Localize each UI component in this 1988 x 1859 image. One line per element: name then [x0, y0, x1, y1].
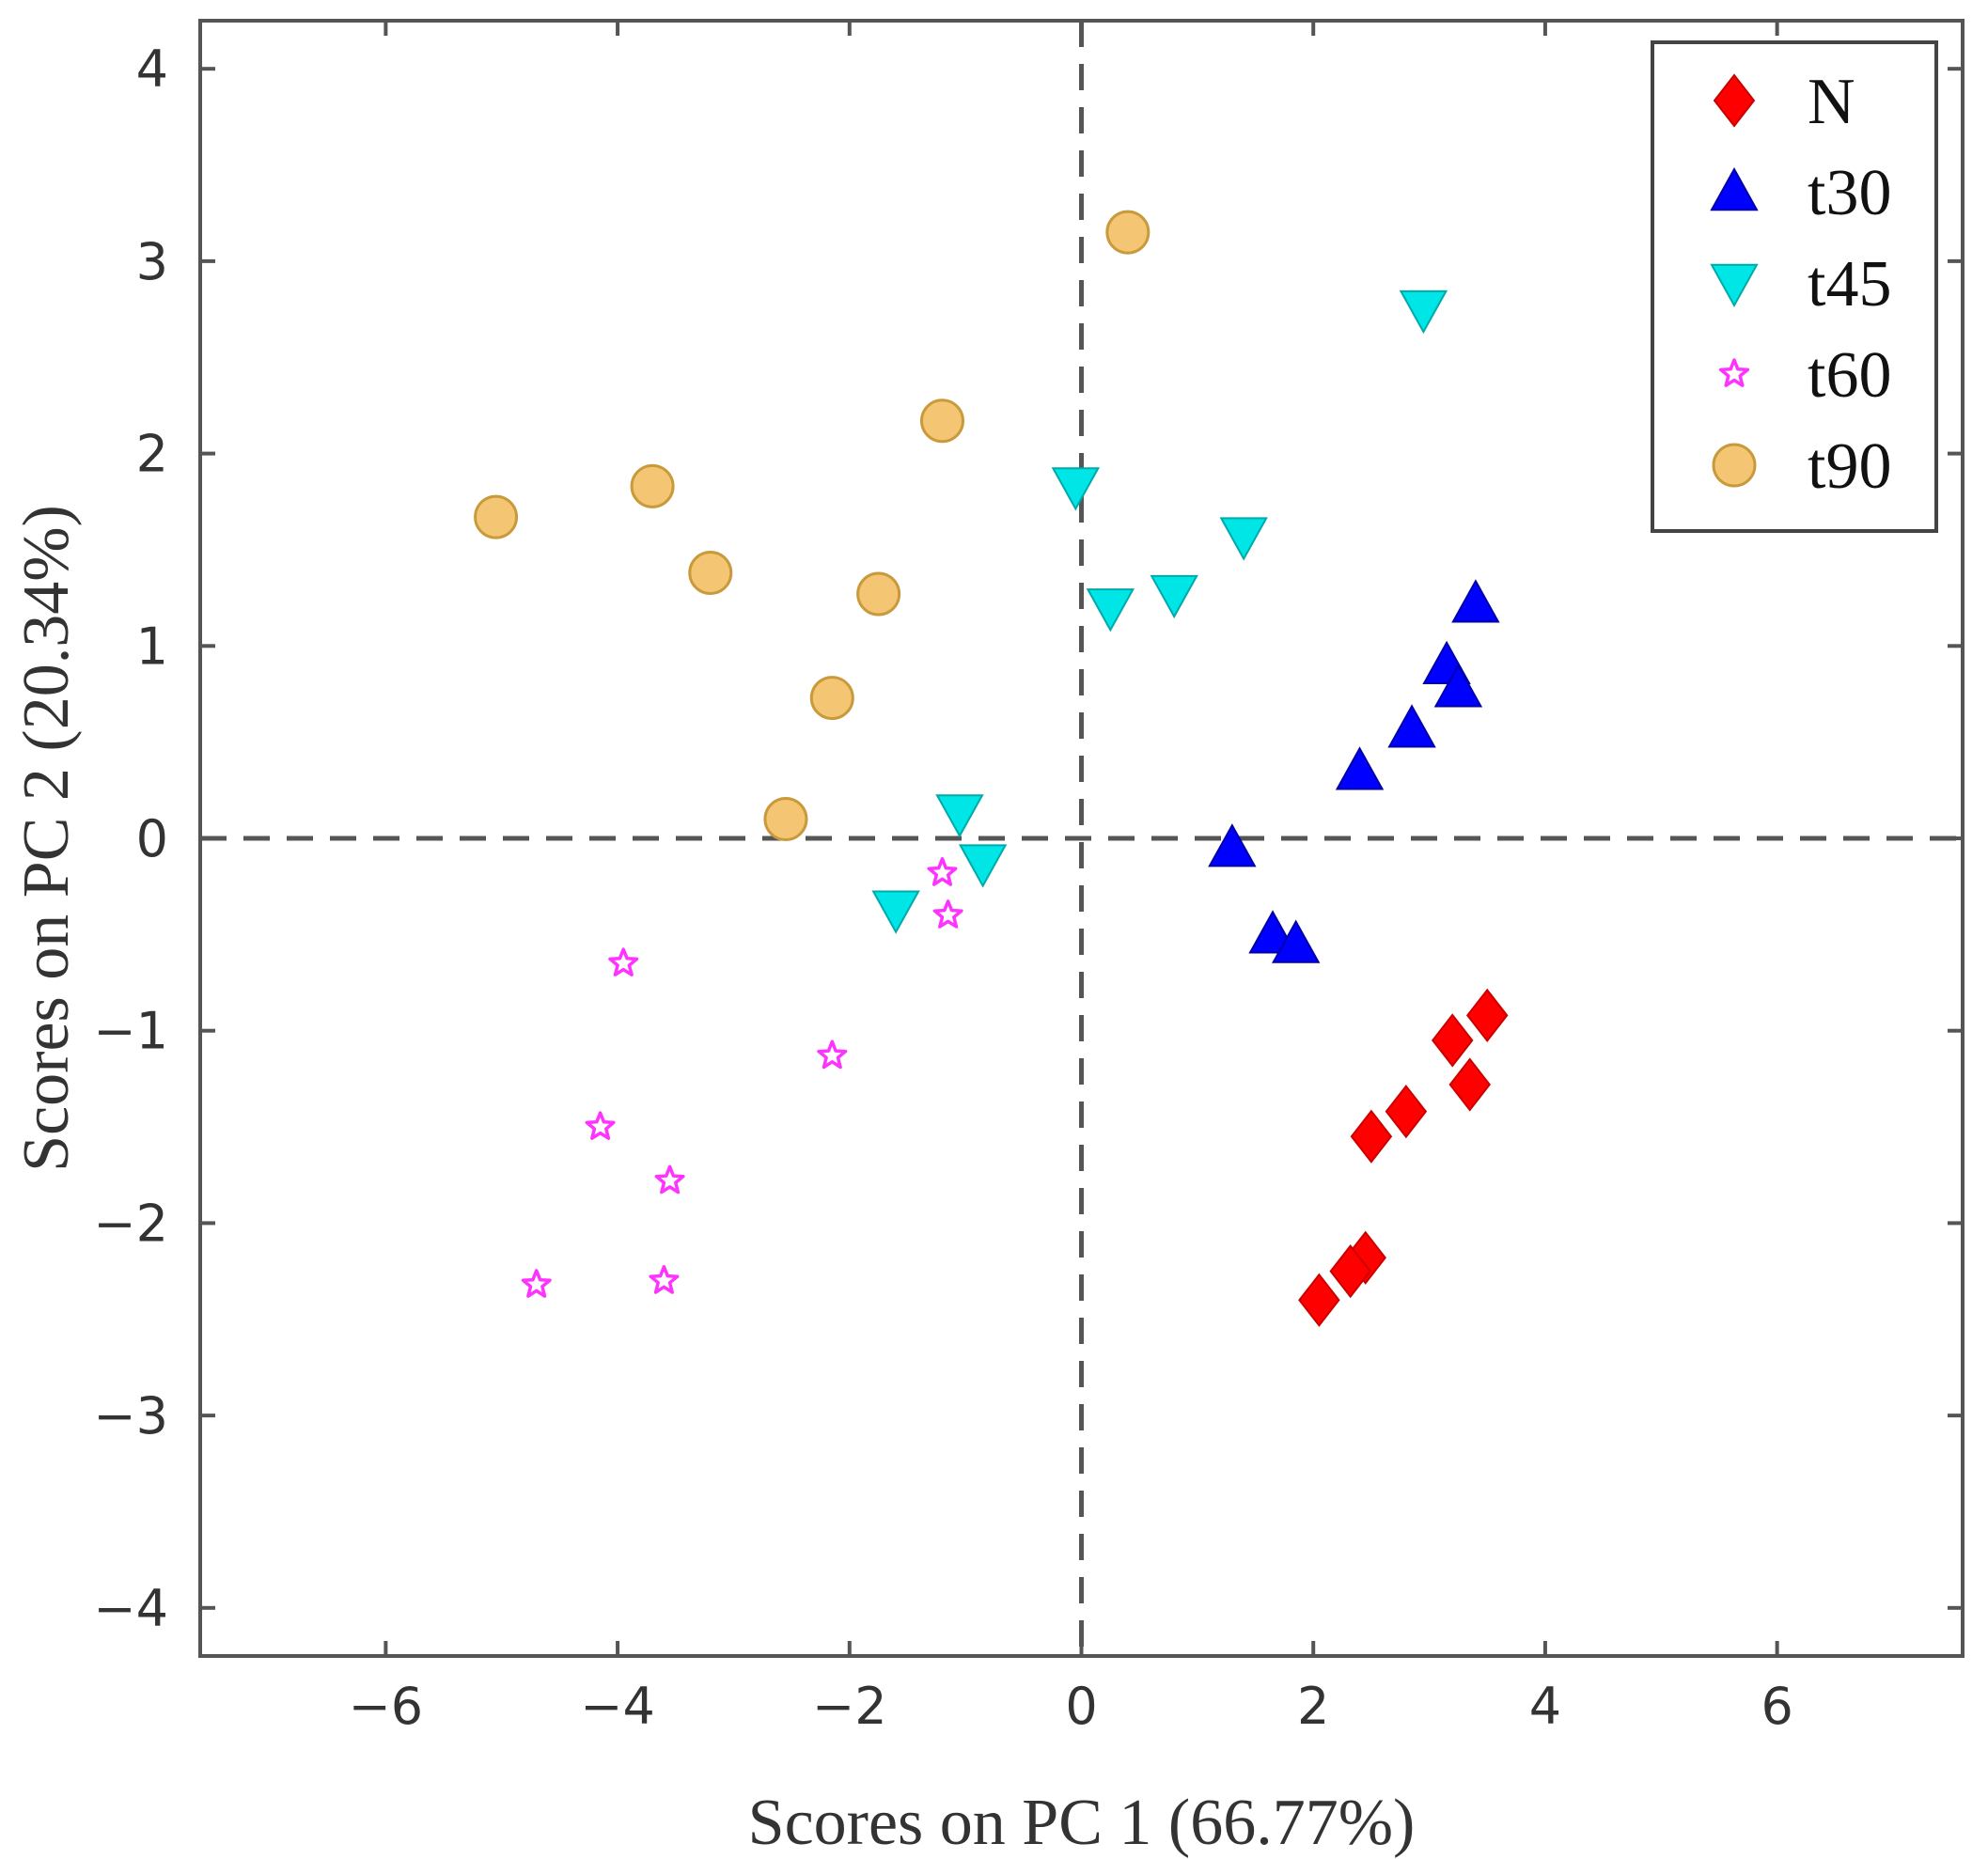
x-axis-title: Scores on PC 1 (66.77%): [748, 1787, 1416, 1859]
point-t90: [1105, 210, 1151, 255]
y-tick-label: 3: [136, 232, 168, 291]
point-t30: [1387, 704, 1436, 748]
series-t45: [871, 289, 1448, 934]
legend-marker-t45: [1710, 263, 1759, 308]
point-N: [1431, 1013, 1474, 1068]
y-tick-label: 2: [136, 425, 168, 484]
point-t45: [1086, 588, 1135, 633]
point-t60: [585, 1111, 616, 1140]
point-t90: [630, 463, 675, 508]
point-t45: [1399, 289, 1448, 335]
legend-marker-t90: [1712, 443, 1757, 488]
legend-marker-N: [1713, 73, 1756, 128]
legend-item-N: N: [1713, 66, 1855, 138]
point-N: [1465, 988, 1509, 1042]
point-t60: [608, 947, 639, 976]
x-tick-label: 6: [1761, 1677, 1792, 1736]
point-t30: [1272, 919, 1321, 963]
series-t60: [521, 857, 963, 1298]
x-tick-label: −4: [580, 1677, 655, 1736]
point-t45: [1150, 574, 1198, 619]
series-N: [1298, 988, 1509, 1327]
point-t90: [688, 551, 733, 596]
x-tick-label: 0: [1065, 1677, 1097, 1736]
legend-label: N: [1808, 66, 1855, 138]
y-tick-label: −1: [93, 1002, 168, 1061]
y-tick-label: −4: [93, 1579, 168, 1638]
point-t90: [809, 676, 854, 721]
legend-label: t30: [1808, 157, 1891, 229]
point-t60: [521, 1269, 552, 1298]
legend-box: [1651, 40, 1938, 533]
y-tick-label: 4: [136, 39, 168, 99]
axis-ticks: −6 −4 −2 0 2 4 6 −4 −3 −2 −1 0 1 2 3 4: [93, 21, 1963, 1736]
y-tick-label: −3: [93, 1386, 168, 1445]
point-t60: [932, 899, 963, 929]
point-t60: [654, 1164, 685, 1195]
point-N: [1385, 1085, 1428, 1139]
legend-label: t60: [1808, 339, 1891, 412]
y-axis-title: Scores on PC 2 (20.34%): [10, 505, 83, 1172]
x-tick-label: −6: [349, 1677, 424, 1736]
y-tick-label: 0: [136, 809, 168, 868]
legend-item-t60: t60: [1718, 339, 1891, 412]
point-t45: [935, 794, 984, 838]
point-t45: [1219, 517, 1268, 561]
point-t90: [919, 398, 964, 444]
legend-item-t30: t30: [1710, 157, 1891, 229]
x-tick-label: −2: [812, 1677, 887, 1736]
point-N: [1350, 1109, 1393, 1164]
y-tick-label: 1: [136, 617, 168, 676]
legend-marker-t60: [1718, 358, 1750, 387]
series-t30: [1208, 579, 1500, 963]
point-N: [1448, 1057, 1492, 1112]
point-t45: [871, 890, 920, 934]
legend-marker-t30: [1710, 166, 1759, 211]
point-t45: [958, 844, 1008, 888]
point-t30: [1451, 579, 1500, 623]
point-t30: [1433, 664, 1483, 708]
data-points: [474, 210, 1509, 1327]
point-t45: [1051, 467, 1101, 511]
reference-lines: [200, 21, 1963, 1656]
point-t90: [856, 571, 901, 617]
point-t60: [817, 1039, 848, 1070]
point-t30: [1208, 823, 1257, 867]
point-N: [1329, 1243, 1371, 1299]
point-N: [1298, 1273, 1340, 1327]
x-tick-label: 2: [1297, 1677, 1329, 1736]
legend-label: t90: [1808, 430, 1891, 503]
legend-label: t45: [1808, 248, 1891, 320]
legend-item-t90: t90: [1712, 430, 1891, 503]
point-t60: [649, 1265, 680, 1294]
legend-item-t45: t45: [1710, 248, 1891, 320]
point-t90: [474, 494, 519, 539]
point-t60: [927, 857, 958, 886]
y-tick-label: −2: [93, 1194, 168, 1253]
series-t90: [474, 210, 1151, 842]
point-t30: [1335, 746, 1385, 790]
point-t90: [763, 797, 808, 842]
x-tick-label: 4: [1529, 1677, 1561, 1736]
